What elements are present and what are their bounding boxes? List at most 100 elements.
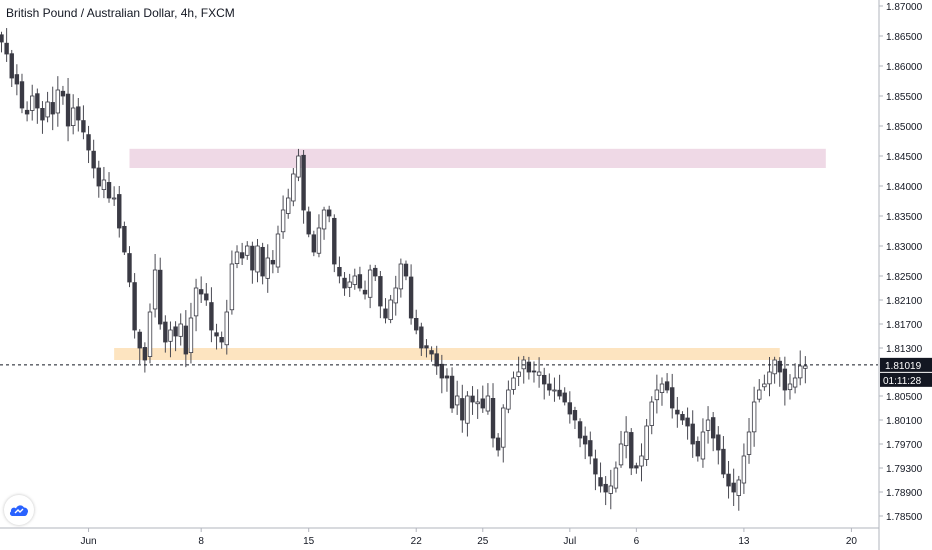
candle-down [163,321,168,343]
candle-up [649,401,654,426]
candle-down [721,448,726,475]
price-tick-label: 1.79300 [886,464,923,475]
candle-down [198,289,204,295]
candle-up [644,425,649,460]
candle-up [234,251,240,265]
tradingview-logo[interactable] [4,495,34,525]
candle-down [710,417,716,439]
candle-down [603,483,608,493]
candle-up [147,311,153,357]
candle-down [65,93,71,127]
price-tick-label: 1.82500 [886,272,923,283]
candle-up [613,467,619,489]
time-tick-label: 25 [477,536,489,547]
cloud-icon [9,505,29,516]
candle-down [470,395,475,403]
candle-down [490,398,496,439]
candle-down [629,432,634,469]
candle-down [690,423,695,445]
candle-down [598,477,603,487]
candle-down [572,410,578,421]
candle-down [239,252,245,259]
candle-up [388,299,393,321]
candle-up [101,179,107,190]
candle-up [168,329,173,342]
candle-down [419,326,424,349]
candle-up [654,389,660,401]
candle-up [45,101,50,118]
candle-down [777,360,782,373]
candle-up [152,269,158,310]
candle-up [501,407,506,448]
candle-down [311,234,317,253]
candle-up [787,383,793,391]
candle-down [675,409,680,415]
price-tick-label: 1.85000 [886,122,923,133]
candle-down [562,392,567,403]
candle-down [81,120,86,133]
candle-up [398,263,404,290]
candle-down [86,134,91,151]
candle-down [531,370,537,373]
candle-down [50,102,55,115]
candle-down [332,217,337,265]
countdown-label: 01:11:28 [883,376,922,387]
candle-down [117,194,122,229]
price-tick-label: 1.79700 [886,440,923,451]
candle-down [122,225,127,253]
zones-layer [114,148,826,360]
candle-up [705,419,711,431]
candle-up [798,365,803,379]
candle-down [40,108,45,121]
candle-up [475,401,480,405]
candle-down [577,421,583,439]
candle-down [106,182,112,199]
candle-down [373,267,378,277]
candle-up [30,95,35,111]
price-tick-label: 1.84500 [886,152,923,163]
candle-up [511,377,516,390]
price-axis[interactable]: 1.87000 1.86500 1.86000 1.85500 1.85000 1.845… [878,0,932,550]
candle-down [142,347,148,361]
candle-up [296,155,301,178]
candle-down [209,302,214,331]
price-tick-label: 1.80500 [886,392,923,403]
candle-up [762,383,767,388]
candle-up [757,389,762,400]
candle-down [731,482,736,493]
time-axis[interactable]: Jun 8 15 22 25 Jul 6 13 20 [0,527,879,547]
candle-up [229,263,235,311]
candle-down [19,81,25,109]
candle-down [782,368,788,391]
chart-title: British Pound / Australian Dollar, 4h, F… [6,6,235,20]
candle-down [680,414,685,421]
candle-up [516,371,521,377]
candle-up [506,389,511,410]
price-tick-label: 1.84000 [886,182,923,193]
candle-up [193,287,199,317]
candle-down [414,318,419,331]
candle-down [434,353,439,367]
candle-down [429,350,434,355]
candle-up [70,107,76,126]
candle-up [639,455,644,467]
candle-up [552,389,557,392]
price-tick-label: 1.85500 [886,92,923,103]
candle-down [408,276,414,319]
time-tick-label: 15 [303,536,315,547]
candle-down [250,245,255,271]
candle-down [378,276,383,307]
candle-down [547,383,552,391]
time-tick-label: 6 [634,536,640,547]
candle-up [286,197,291,214]
candle-down [444,375,450,379]
price-tick-label: 1.83000 [886,242,923,253]
candle-down [60,90,66,97]
candle-up [736,479,741,496]
countdown-tag [880,372,932,387]
candle-up [454,395,460,406]
candle-down [158,269,163,325]
candle-down [362,289,368,295]
price-tick-label: 1.83500 [886,212,923,223]
